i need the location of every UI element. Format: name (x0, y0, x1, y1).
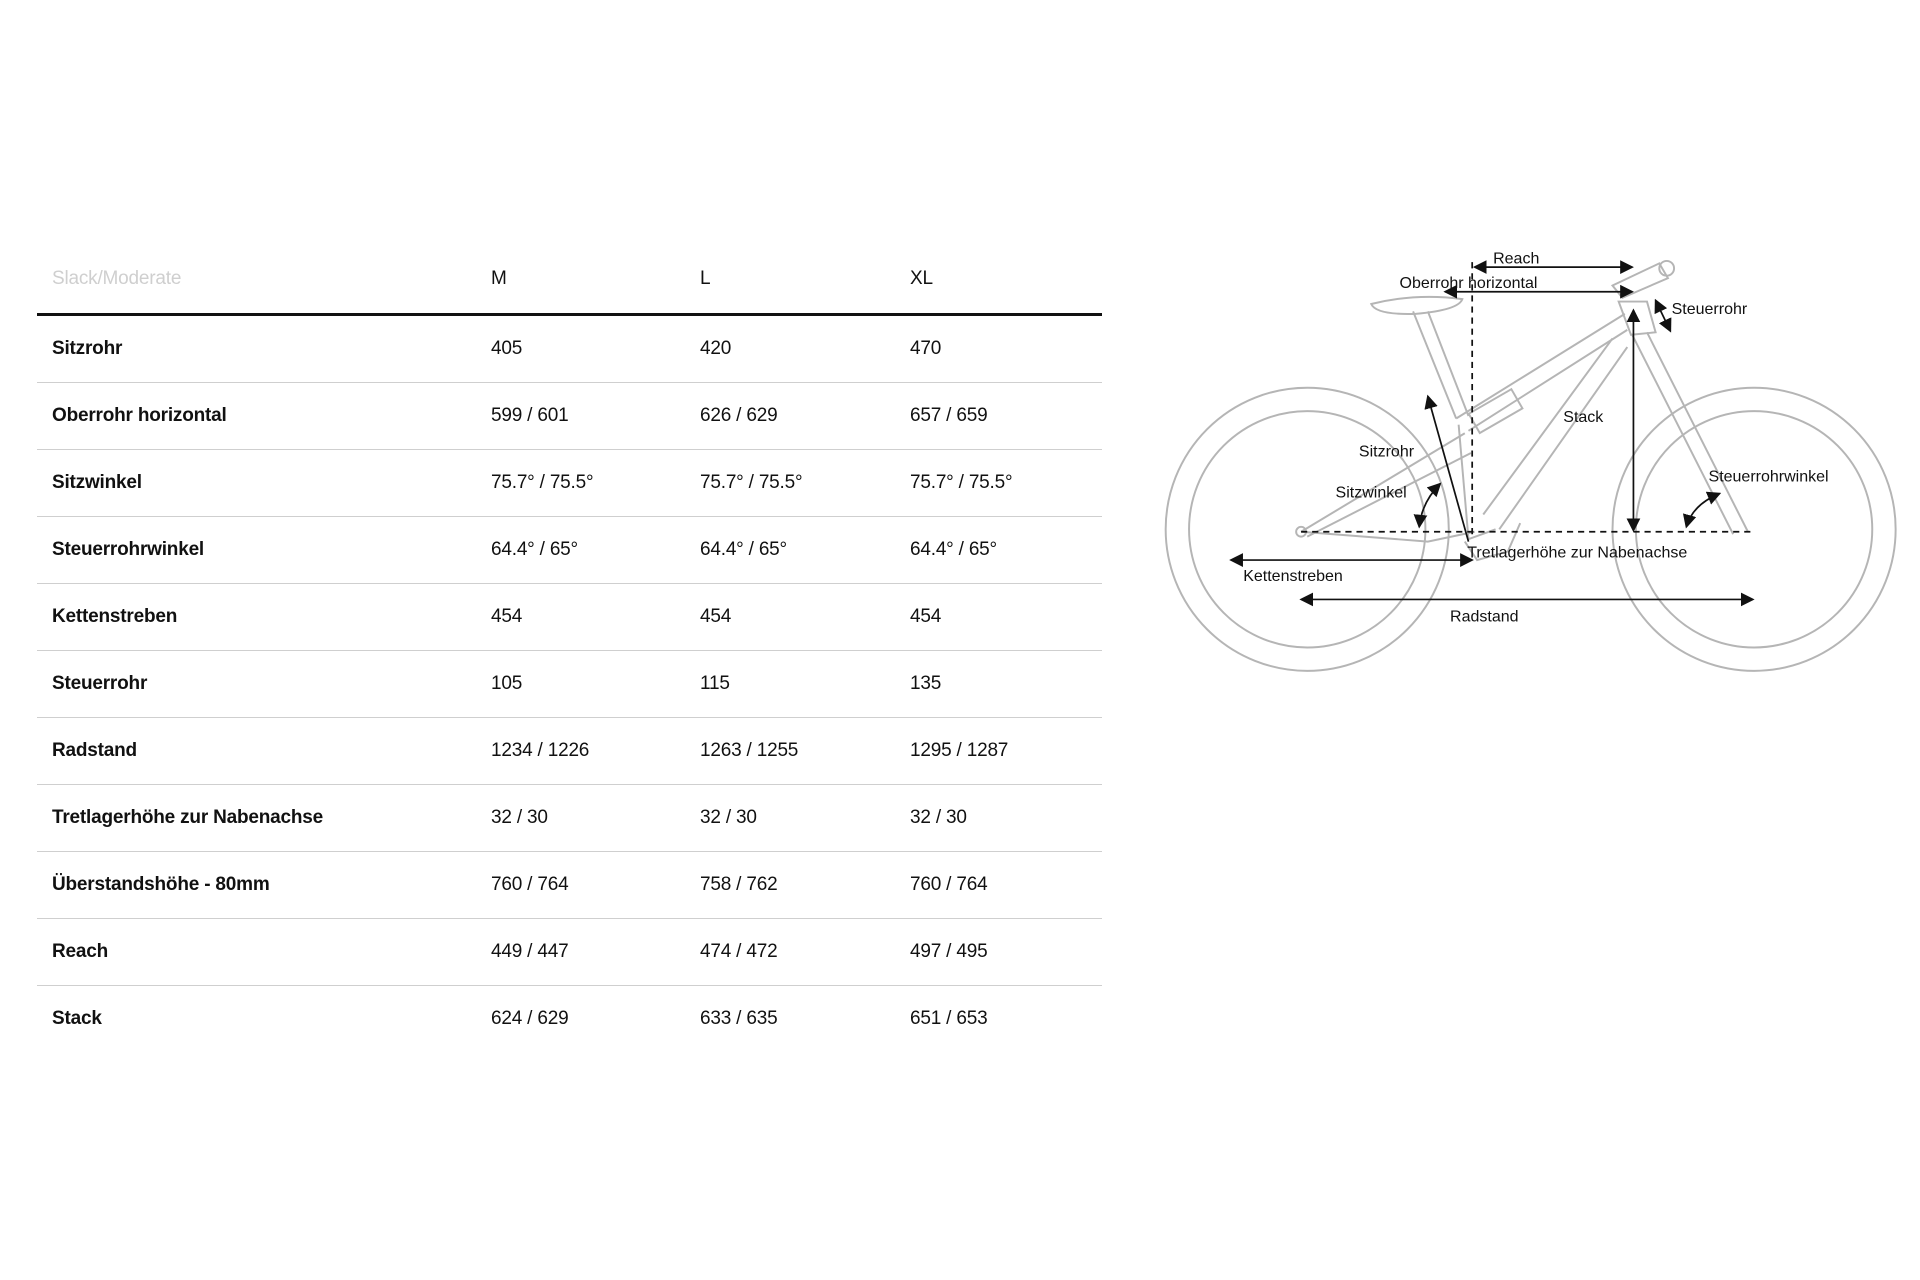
table-row: Überstandshöhe - 80mm 760 / 764 758 / 762 7… (37, 852, 1102, 919)
row-value: 651 / 653 (910, 1008, 988, 1029)
table-row: Kettenstreben 454 454 454 (37, 584, 1102, 651)
row-value: 624 / 629 (491, 1008, 569, 1029)
row-value: 497 / 495 (910, 941, 988, 962)
table-row: Steuerrohr 105 115 135 (37, 651, 1102, 718)
row-value: 474 / 472 (700, 941, 778, 962)
chainstay (1300, 530, 1475, 543)
label-radstand: Radstand (1450, 609, 1519, 626)
row-value: 1295 / 1287 (910, 740, 1009, 761)
rear-wheel-rim (1188, 410, 1427, 649)
row-value: 470 (910, 338, 942, 359)
row-label: Sitzwinkel (52, 472, 142, 493)
row-label: Tretlagerhöhe zur Nabenachse (52, 807, 324, 828)
seat-stay (1300, 432, 1472, 538)
head-tube (1617, 300, 1657, 336)
label-steuerrohr: Steuerrohr (1672, 301, 1748, 318)
row-value: 32 / 30 (700, 807, 757, 828)
row-label: Kettenstreben (52, 606, 178, 627)
bike-geometry-diagram: Reach Oberrohr horizontal Steuerrohr Sta… (1157, 240, 1908, 677)
saddle (1369, 295, 1464, 315)
row-value: 454 (910, 606, 942, 627)
shock (1467, 387, 1524, 435)
row-value: 1234 / 1226 (491, 740, 590, 761)
label-reach: Reach (1493, 250, 1539, 267)
row-label: Oberrohr horizontal (52, 405, 227, 426)
steuerrohr-arrow (1654, 298, 1672, 333)
geometry-table: Slack/Moderate M L XL Sitzrohr 405 420 470 O… (37, 245, 1102, 1052)
table-row: Tretlagerhöhe zur Nabenachse 32 / 30 32 / … (37, 785, 1102, 852)
label-tretlager: Tretlagerhöhe zur Nabenachse (1467, 545, 1687, 562)
sitzwinkel-arc (1413, 482, 1442, 529)
seat-tube (1457, 424, 1496, 541)
table-row: Reach 449 / 447 474 / 472 497 / 495 (37, 919, 1102, 986)
row-value: 657 / 659 (910, 405, 988, 426)
row-value: 758 / 762 (700, 874, 778, 895)
bike-svg: Reach Oberrohr horizontal Steuerrohr Sta… (1164, 250, 1897, 672)
row-label: Radstand (52, 740, 137, 761)
label-kettenstreben: Kettenstreben (1243, 568, 1343, 585)
row-label: Steuerrohr (52, 673, 148, 694)
row-value: 420 (700, 338, 732, 359)
handlebar (1658, 259, 1676, 277)
row-label: Überstandshöhe - 80mm (52, 874, 270, 895)
row-label: Stack (52, 1008, 102, 1029)
geometry-variant-label: Slack/Moderate (52, 268, 182, 289)
table-header: Slack/Moderate M L XL (37, 245, 1102, 316)
row-value: 32 / 30 (910, 807, 967, 828)
row-value: 64.4° / 65° (910, 539, 997, 560)
row-value: 405 (491, 338, 523, 359)
row-value: 449 / 447 (491, 941, 569, 962)
row-value: 135 (910, 673, 942, 694)
down-tube (1482, 337, 1629, 530)
sitzrohr-arrow (1424, 394, 1470, 542)
label-sitzrohr: Sitzrohr (1359, 444, 1415, 461)
size-header-l: L (700, 268, 711, 289)
row-value: 454 (700, 606, 732, 627)
measurement-lines (1229, 260, 1755, 607)
row-value: 633 / 635 (700, 1008, 778, 1029)
row-value: 454 (491, 606, 523, 627)
table-row: Sitzrohr 405 420 470 (37, 316, 1102, 383)
steuerrohrwinkel-arc (1682, 491, 1722, 529)
row-value: 1263 / 1255 (700, 740, 799, 761)
row-label: Reach (52, 941, 109, 962)
row-label: Sitzrohr (52, 338, 123, 359)
table-row: Radstand 1234 / 1226 1263 / 1255 1295 / 128… (37, 718, 1102, 785)
row-value: 64.4° / 65° (700, 539, 787, 560)
row-value: 760 / 764 (910, 874, 988, 895)
label-sitzwinkel: Sitzwinkel (1336, 484, 1407, 501)
label-stack: Stack (1563, 409, 1604, 426)
row-value: 32 / 30 (491, 807, 548, 828)
label-steuerrohrwinkel: Steuerrohrwinkel (1709, 468, 1829, 485)
bike-drawing (1164, 259, 1897, 672)
motor-housing (1463, 522, 1522, 562)
table-row: Steuerrohrwinkel 64.4° / 65° 64.4° / 65° 64… (37, 517, 1102, 584)
seatpost (1412, 311, 1470, 419)
rear-wheel-tire (1164, 386, 1450, 672)
row-value: 760 / 764 (491, 874, 569, 895)
front-wheel-rim (1634, 410, 1874, 649)
top-tube (1455, 313, 1628, 432)
size-header-m: M (491, 268, 507, 289)
row-value: 75.7° / 75.5° (491, 472, 594, 493)
row-value: 75.7° / 75.5° (700, 472, 803, 493)
row-value: 105 (491, 673, 523, 694)
row-value: 626 / 629 (700, 405, 778, 426)
table-row: Oberrohr horizontal 599 / 601 626 / 629 657… (37, 383, 1102, 450)
row-value: 599 / 601 (491, 405, 569, 426)
row-value: 75.7° / 75.5° (910, 472, 1013, 493)
table-row: Stack 624 / 629 633 / 635 651 / 653 (37, 986, 1102, 1052)
front-wheel-tire (1611, 386, 1897, 672)
row-value: 64.4° / 65° (491, 539, 578, 560)
row-label: Steuerrohrwinkel (52, 539, 205, 560)
size-header-xl: XL (910, 268, 933, 289)
label-oberrohr: Oberrohr horizontal (1400, 275, 1538, 292)
table-row: Sitzwinkel 75.7° / 75.5° 75.7° / 75.5° 75.7… (37, 450, 1102, 517)
row-value: 115 (700, 673, 730, 694)
